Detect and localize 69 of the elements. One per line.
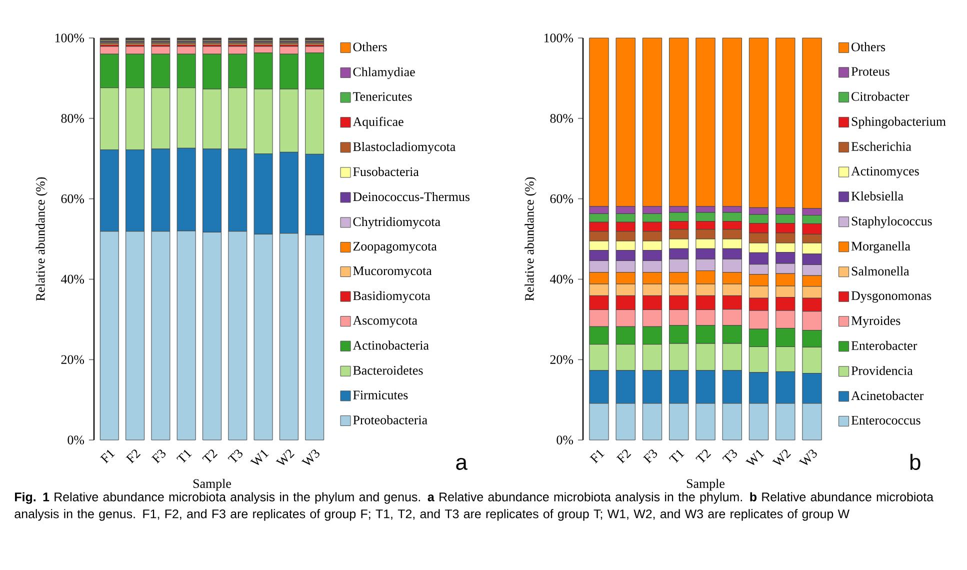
legend-label: Dysgonomonas [851, 291, 932, 303]
x-tick-label: W3 [301, 450, 320, 466]
x-tick-label: F3 [642, 450, 658, 464]
y-tick-label: 40% [550, 274, 574, 284]
x-tick-label: W3 [798, 450, 817, 466]
x-tick-label: F3 [151, 450, 166, 464]
x-tick-label: T2 [696, 450, 712, 463]
x-axis-title: Sample [686, 478, 724, 491]
legend-label: Morganella [851, 241, 910, 254]
legend-label: Basidiomycota [353, 291, 430, 303]
y-tick-label: 0% [68, 436, 84, 444]
y-tick-label: 100% [55, 34, 84, 42]
y-tick-label: 60% [61, 194, 84, 204]
legend-label: Mucoromycota [353, 266, 432, 278]
y-tick-label: 0% [556, 436, 574, 444]
legend-label: Firmicutes [353, 390, 408, 400]
legend-label: Sphingobacterium [852, 116, 946, 129]
y-tick-label: 100% [544, 34, 574, 42]
legend-label: Providencia [851, 366, 913, 376]
x-axis-title: Sample [193, 478, 231, 491]
x-tick-label: T2 [202, 450, 218, 463]
legend-label: Escherichia [851, 142, 912, 151]
x-tick-label: T3 [722, 450, 737, 463]
text: a [456, 458, 468, 470]
x-tick-label: T3 [228, 450, 242, 463]
legend-label: Ascomycota [352, 316, 418, 328]
text: Fig. 1 Relative abundance microbiota analysis in the phylum and genus. a Relative abundance microbiota analysis in the phylum. b Relative abundance microbiota analysis in the genus. F1, F2, and F3 are replicates of group F; T1, T2, and T3 are replicates of group T; W1, W2, and W3 are replicates of group W [14, 492, 934, 521]
legend-label: Acinetobacter [851, 390, 924, 400]
x-tick-label: T1 [668, 450, 684, 463]
legend-label: Enterobacter [851, 340, 918, 350]
y-tick-label: 40% [60, 274, 84, 284]
legend-label: Deinococcus-Thermus [353, 192, 470, 202]
legend-label: Others [852, 42, 886, 52]
y-axis-title: Relative abundance (%) [524, 177, 536, 301]
y-tick-label: 80% [61, 114, 84, 123]
y-axis-title: Relative abundance (%) [36, 177, 48, 301]
legend-label: Chlamydiae [353, 67, 415, 79]
legend-label: Chytridiomycota [353, 217, 440, 229]
y-tick-label: 20% [550, 355, 574, 364]
legend-label: Enterococcus [851, 416, 920, 425]
legend-label: Others [353, 42, 387, 52]
legend-label: Klebsiella [851, 191, 904, 200]
x-tick-label: F1 [100, 450, 115, 464]
legend-label: Zoopagomycota [353, 242, 437, 254]
legend-label: Fusobacteria [353, 166, 419, 176]
x-tick-label: W2 [276, 450, 295, 466]
y-tick-label: 80% [550, 114, 574, 123]
legend-label: Proteobacteria [353, 415, 428, 424]
legend-label: Proteus [851, 67, 890, 76]
legend-label: Actinomyces [851, 166, 919, 178]
x-tick-label: F2 [616, 450, 632, 464]
x-tick-label: T1 [176, 450, 192, 463]
y-tick-label: 60% [550, 194, 574, 204]
x-tick-label: W1 [746, 450, 764, 465]
legend-label: Bacteroidetes [353, 366, 423, 375]
x-tick-label: F1 [590, 450, 604, 464]
y-tick-label: 20% [61, 355, 84, 364]
legend-label: Aquificae [352, 116, 404, 129]
legend-label: Tenericutes [352, 92, 412, 101]
x-tick-label: F2 [126, 450, 141, 464]
x-tick-label: W2 [772, 450, 791, 466]
legend-label: Salmonella [852, 266, 910, 276]
legend-label: Actinobacteria [352, 340, 429, 350]
legend-label: Citrobacter [852, 92, 910, 101]
legend-label: Myroides [851, 316, 900, 328]
legend-label: Blastocladiomycota [353, 142, 456, 154]
text: b [910, 454, 920, 470]
x-tick-label: W1 [250, 450, 269, 465]
legend-label: Staphylococcus [852, 216, 932, 228]
